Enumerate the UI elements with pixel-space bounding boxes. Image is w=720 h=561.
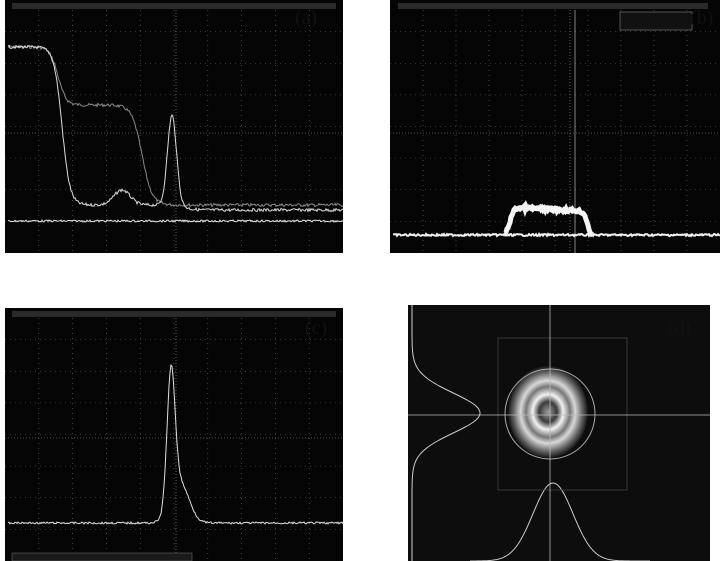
panel-label: (d): [668, 317, 691, 339]
top-bar: [398, 3, 708, 9]
legend-box: [619, 11, 693, 31]
roi-box: [497, 337, 628, 491]
top-bar: [12, 311, 336, 317]
top-bar: [12, 3, 336, 9]
trace: [7, 363, 344, 525]
trace: [7, 44, 344, 208]
panel-label: (a): [295, 7, 317, 29]
trace: [503, 199, 594, 237]
trace: [7, 44, 344, 213]
profile: [411, 305, 481, 561]
panel-label: (c): [305, 317, 327, 339]
panel-label: (b): [690, 7, 713, 29]
status-box: [11, 552, 193, 561]
trace: [393, 232, 720, 238]
trace: [7, 219, 344, 223]
beam-spot: [508, 366, 588, 458]
